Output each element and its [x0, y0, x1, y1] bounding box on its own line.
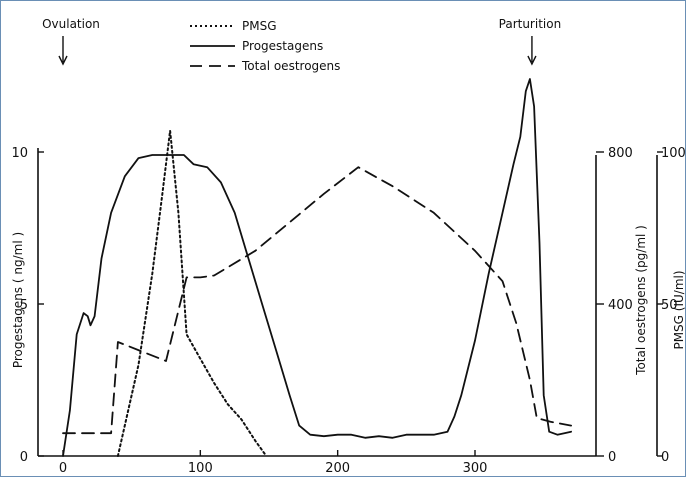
- arrow-head-icon: [527, 55, 537, 66]
- legend-label: Total oestrogens: [241, 59, 340, 73]
- arrow-head-icon: [58, 55, 68, 66]
- legend-label: Progestagens: [242, 39, 323, 53]
- series-total-oestrogens: [62, 166, 572, 435]
- pmsg-tick-label: 100: [661, 146, 686, 161]
- oestrogens-tick-label: 0: [608, 450, 616, 465]
- series-group: [62, 78, 572, 457]
- legend-label: PMSG: [242, 19, 277, 33]
- series-pmsg: [116, 129, 268, 457]
- x-tick-label: 200: [325, 461, 350, 476]
- x-tick-label: 300: [463, 461, 488, 476]
- oestrogens-tick-label: 800: [608, 146, 633, 161]
- annotation-label: Parturition: [499, 17, 562, 31]
- pmsg-tick-label: 50: [661, 298, 678, 313]
- annotation-label: Ovulation: [42, 17, 100, 31]
- series-progestagens: [62, 78, 572, 457]
- pmsg-axis-label: PMSG (IU/ml): [672, 270, 686, 349]
- x-tick-label: 100: [188, 461, 213, 476]
- x-tick-label: 0: [59, 461, 67, 476]
- oestrogens-tick-label: 400: [608, 298, 633, 313]
- oestrogens-axis-label: Total oestrogens (pg/ml ): [634, 225, 648, 376]
- progestagens-axis-label: Progestagens ( ng/ml ): [11, 232, 25, 368]
- progestagens-tick-label: 0: [20, 450, 28, 465]
- progestagens-tick-label: 5: [20, 298, 28, 313]
- pmsg-tick-label: 0: [661, 450, 669, 465]
- axes: 0 100 200 300 0 5 10 Progestagens ( ng/ml ) 0 400…: [11, 146, 686, 476]
- legend: PMSG Progestagens Total oestrogens: [190, 19, 340, 73]
- progestagens-tick-label: 10: [11, 146, 28, 161]
- annotations: Ovulation Parturition: [42, 17, 562, 66]
